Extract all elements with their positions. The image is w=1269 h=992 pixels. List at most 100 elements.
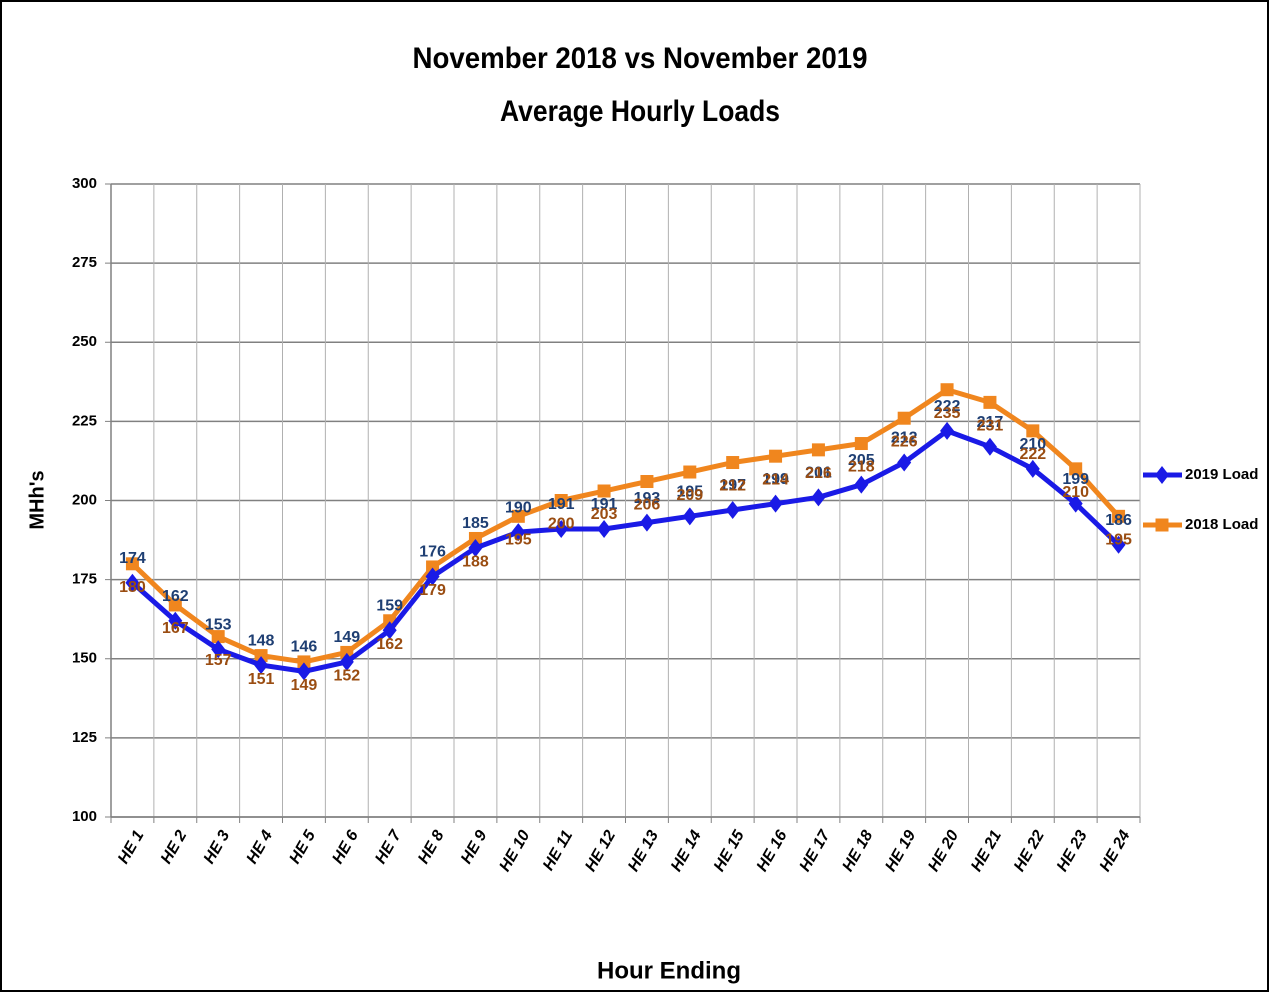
data-label: 188 — [462, 554, 489, 571]
legend-label: 2019 Load — [1185, 466, 1258, 483]
data-point — [940, 421, 955, 440]
data-point — [1025, 459, 1040, 478]
data-label: 200 — [548, 516, 575, 533]
data-label: 214 — [762, 471, 789, 488]
data-label: 148 — [248, 632, 275, 649]
data-label: 167 — [162, 620, 189, 637]
data-point — [683, 465, 697, 479]
data-point — [168, 598, 182, 612]
data-label: 176 — [419, 544, 446, 561]
data-point — [296, 662, 311, 681]
data-point — [297, 655, 311, 669]
data-label: 162 — [376, 636, 403, 653]
legend-marker — [1155, 466, 1169, 484]
data-point — [468, 531, 482, 545]
data-label: 191 — [548, 496, 575, 513]
data-label: 186 — [1105, 512, 1132, 529]
data-label: 159 — [376, 597, 403, 614]
data-label: 162 — [162, 588, 189, 605]
data-point — [468, 538, 483, 557]
data-point — [211, 640, 226, 659]
legend-label: 2018 Load — [1185, 516, 1258, 533]
data-point — [1112, 509, 1126, 523]
y-tick-label: 175 — [72, 571, 97, 588]
series-line — [130, 387, 1121, 665]
data-point — [554, 494, 568, 507]
data-label: 209 — [676, 487, 703, 504]
data-label: 193 — [634, 490, 661, 507]
data-point — [382, 621, 397, 640]
data-point — [168, 611, 183, 630]
y-tick-label: 300 — [72, 175, 97, 192]
legend-marker — [1155, 518, 1169, 532]
data-point — [425, 567, 440, 586]
data-point — [125, 573, 140, 592]
data-label: 216 — [805, 465, 832, 482]
data-point — [854, 437, 868, 451]
data-label: 199 — [1062, 471, 1089, 488]
data-point — [1068, 494, 1083, 513]
data-label: 222 — [1019, 446, 1046, 463]
data-label: 179 — [419, 582, 446, 599]
data-point — [511, 509, 525, 523]
data-point — [726, 456, 740, 470]
series-line — [130, 428, 1121, 674]
data-label: 210 — [1062, 484, 1089, 501]
data-label: 174 — [119, 550, 146, 567]
y-tick-label: 150 — [72, 650, 97, 667]
data-point — [254, 649, 268, 663]
data-point — [769, 449, 783, 463]
y-tick-label: 275 — [72, 254, 97, 271]
data-label: 157 — [205, 652, 232, 669]
y-tick-label: 250 — [72, 333, 97, 350]
data-label: 235 — [934, 405, 961, 422]
data-point — [554, 519, 569, 538]
data-label: 197 — [719, 477, 746, 494]
data-point — [597, 484, 611, 498]
data-label: 231 — [977, 418, 1004, 435]
data-point — [125, 557, 139, 571]
data-label: 180 — [119, 579, 146, 596]
data-point — [897, 411, 911, 425]
data-point — [211, 630, 225, 644]
data-point — [511, 523, 526, 542]
data-label: 149 — [291, 677, 318, 694]
data-point — [897, 453, 912, 472]
data-point — [811, 488, 826, 507]
data-label: 201 — [805, 465, 832, 482]
data-point — [940, 383, 954, 397]
data-point — [639, 513, 654, 532]
data-label: 151 — [248, 671, 275, 688]
chart-title: November 2018 vs November 2019 — [413, 42, 868, 75]
data-point — [1026, 424, 1040, 438]
chart-subtitle: Average Hourly Loads — [500, 95, 780, 128]
data-label: 195 — [505, 532, 532, 549]
data-label: 217 — [977, 414, 1004, 431]
data-point — [426, 560, 440, 574]
data-label: 190 — [505, 499, 532, 516]
data-label: 195 — [676, 484, 703, 501]
data-point — [811, 443, 825, 457]
data-point — [768, 494, 783, 513]
data-label: 185 — [462, 515, 489, 532]
data-label: 191 — [591, 496, 618, 513]
data-label: 226 — [891, 433, 918, 450]
data-point — [640, 475, 654, 489]
y-tick-label: 125 — [72, 729, 97, 746]
y-tick-label: 225 — [72, 412, 97, 429]
data-point — [340, 645, 354, 659]
y-tick-label: 200 — [72, 491, 97, 508]
data-label: 205 — [848, 452, 875, 469]
data-point — [682, 507, 697, 526]
data-point — [725, 500, 740, 519]
data-label: 212 — [719, 478, 746, 495]
data-label: 146 — [291, 639, 318, 656]
data-point — [597, 519, 612, 538]
data-label: 149 — [333, 629, 360, 646]
data-label: 210 — [1019, 436, 1046, 453]
data-label: 212 — [891, 430, 918, 447]
data-point — [254, 656, 269, 675]
data-label: 152 — [333, 668, 360, 685]
